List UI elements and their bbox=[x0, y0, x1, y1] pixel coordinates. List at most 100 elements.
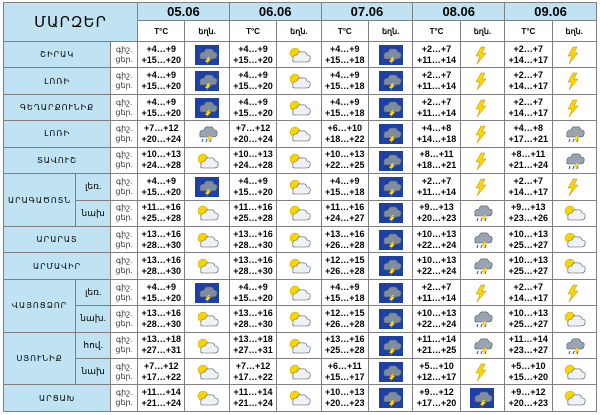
sun-cloud-icon bbox=[562, 362, 587, 383]
day-temp: +15…+18 bbox=[325, 81, 365, 92]
day-temp: +11…+14 bbox=[417, 186, 457, 197]
thunderstorm-icon bbox=[378, 124, 403, 145]
day-temp: +28…+30 bbox=[233, 239, 273, 250]
day-temp: +20…+23 bbox=[416, 213, 457, 224]
night-temp: +4…+9 bbox=[238, 43, 268, 54]
night-label: գիշ. bbox=[115, 335, 133, 345]
temp-cell: +4…+9 +15…+20 bbox=[137, 40, 186, 69]
weather-cell bbox=[367, 331, 414, 360]
day-temp: +15…+20 bbox=[508, 371, 549, 382]
night-temp: +7…+12 bbox=[235, 122, 271, 133]
weather-cell bbox=[276, 331, 322, 360]
rain-icon bbox=[470, 309, 495, 330]
region-subzone: նախ bbox=[75, 358, 112, 386]
region-name: ՇԻՐԱԿ bbox=[2, 40, 112, 69]
temp-cell: +11…+16 +25…+28 bbox=[228, 199, 278, 227]
night-temp: +13…+16 bbox=[233, 255, 273, 266]
day-label: ցեր. bbox=[115, 239, 133, 249]
temp-cell: +10…+13 +24…+28 bbox=[228, 146, 278, 175]
region-row: ՎԱՅՈՑՁՈՐ լեռ. գիշ. ցեր. +4…+9 +15…+20 +4…+9 +15… bbox=[2, 278, 598, 333]
region-name: ԳԵՂԱՐՔՈՒՆԻՔ bbox=[2, 93, 112, 122]
region-name: ԱՐՑԱԽ bbox=[2, 384, 112, 412]
temp-cell: +11…+14 +23…+27 bbox=[504, 331, 553, 360]
day-temp: +11…+14 bbox=[417, 54, 457, 65]
weather-cell bbox=[551, 225, 598, 254]
day-temp: +18…+21 bbox=[416, 160, 457, 171]
thunderstorm-icon bbox=[378, 71, 403, 92]
night-temp: +6…+10 bbox=[327, 122, 363, 133]
rain-icon bbox=[562, 150, 587, 171]
day-label: ցեր. bbox=[115, 81, 133, 91]
temp-cell: +10…+13 +20…+23 bbox=[320, 384, 369, 412]
temp-cell: +4…+9 +15…+20 bbox=[228, 278, 278, 307]
night-temp: +12…+15 bbox=[325, 307, 365, 318]
day-temp: +15…+18 bbox=[325, 54, 365, 65]
day-temp: +12…+17 bbox=[416, 371, 457, 382]
region-name: ՏԱՎՈՒՇ bbox=[2, 146, 112, 175]
temp-cell: +2…+7 +14…+17 bbox=[504, 278, 553, 307]
day-temp: +17…+20 bbox=[416, 398, 457, 409]
weather-cell bbox=[367, 278, 414, 307]
region-subzone: նախ bbox=[75, 199, 112, 227]
lightning-icon bbox=[562, 71, 587, 92]
temp-cell: +13…+18 +27…+31 bbox=[228, 331, 278, 360]
temp-cell: +4…+9 +15…+20 bbox=[137, 278, 186, 307]
day-temp: +17…+22 bbox=[141, 371, 182, 382]
night-temp: +10…+13 bbox=[325, 149, 365, 160]
temp-cell: +7…+12 +17…+22 bbox=[228, 358, 278, 386]
weather-cell bbox=[184, 331, 230, 360]
day-temp: +14…+17 bbox=[508, 292, 549, 303]
night-temp: +13…+18 bbox=[141, 334, 182, 345]
temp-cell: +13…+16 +26…+28 bbox=[320, 225, 369, 254]
night-temp: +4…+9 bbox=[146, 70, 176, 81]
date-header: 06.06 bbox=[228, 2, 322, 21]
lightning-icon bbox=[470, 71, 495, 92]
night-day-labels: գիշ. ցեր. bbox=[110, 67, 139, 95]
night-temp: +13…+16 bbox=[325, 334, 365, 345]
weather-cell bbox=[276, 67, 322, 95]
day-temp: +15…+20 bbox=[233, 292, 273, 303]
weather-cell bbox=[367, 252, 414, 280]
date-header-row: ՄԱՐԶԵՐ 05.06 06.06 07.06 08.06 09.06 bbox=[2, 2, 597, 42]
night-temp: +4…+9 bbox=[238, 175, 268, 186]
sun-cloud-icon bbox=[195, 203, 220, 224]
day-temp: +17…+21 bbox=[508, 133, 549, 144]
sun-cloud-icon bbox=[286, 282, 311, 303]
day-label: ցեր. bbox=[115, 107, 133, 117]
temp-cell: +2…+7 +11…+14 bbox=[412, 67, 461, 95]
night-temp: +9…+13 bbox=[511, 202, 546, 213]
temp-cell: +9…+13 +20…+23 bbox=[412, 199, 461, 227]
night-temp: +10…+13 bbox=[416, 307, 457, 318]
weather-cell bbox=[459, 331, 506, 360]
day-temp: +15…+18 bbox=[325, 186, 365, 197]
day-temp: +28…+30 bbox=[233, 266, 273, 277]
weather-cell bbox=[276, 278, 322, 307]
night-temp: +4…+9 bbox=[146, 175, 176, 186]
marz-header: ՄԱՐԶԵՐ bbox=[2, 2, 139, 42]
night-temp: +8…+11 bbox=[511, 149, 546, 160]
weather-cell bbox=[551, 331, 598, 360]
night-temp: +11…+14 bbox=[417, 334, 457, 345]
weather-cell bbox=[184, 67, 230, 95]
weather-cell bbox=[276, 358, 322, 386]
lightning-icon bbox=[470, 362, 495, 383]
temp-cell: +2…+7 +14…+17 bbox=[504, 40, 553, 69]
night-temp: +5…+10 bbox=[419, 360, 454, 371]
sun-cloud-icon bbox=[286, 362, 311, 383]
night-label: գիշ. bbox=[115, 97, 133, 107]
temp-cell: +9…+12 +20…+23 bbox=[504, 384, 553, 412]
weather-cell bbox=[184, 173, 230, 201]
sun-cloud-icon bbox=[286, 335, 311, 356]
temp-cell: +8…+11 +18…+21 bbox=[412, 146, 461, 175]
temp-cell: +2…+7 +11…+14 bbox=[412, 40, 461, 69]
night-temp: +4…+9 bbox=[146, 96, 176, 107]
lightning-icon bbox=[470, 150, 495, 171]
day-temp: +20…+24 bbox=[141, 133, 182, 144]
night-temp: +2…+7 bbox=[421, 43, 452, 54]
temp-cell: +4…+9 +15…+18 bbox=[320, 93, 369, 122]
sun-cloud-icon bbox=[195, 256, 220, 277]
day-label: ցեր. bbox=[115, 371, 133, 381]
day-temp: +28…+30 bbox=[233, 318, 273, 329]
lightning-icon bbox=[470, 124, 495, 145]
